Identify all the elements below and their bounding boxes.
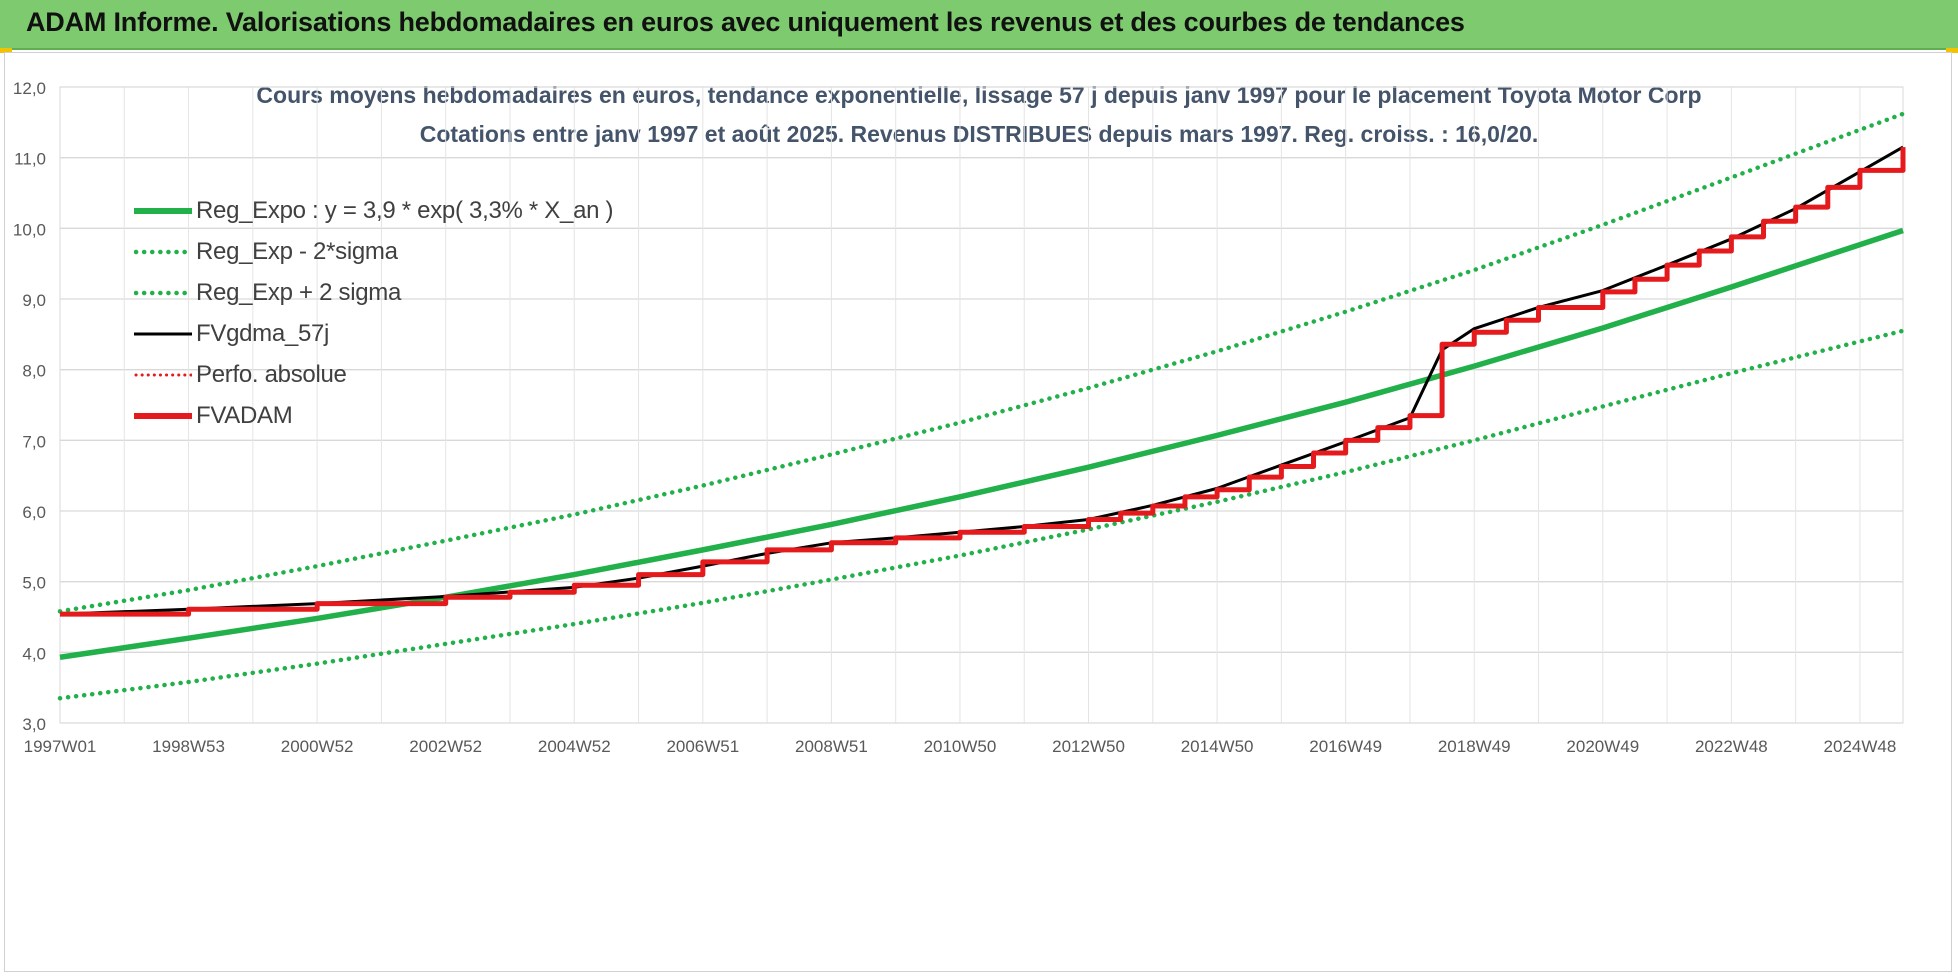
x-tick-label: 2014W50 (1181, 737, 1254, 756)
legend-label: Reg_Exp - 2*sigma (196, 237, 398, 265)
y-tick-label: 12,0 (13, 79, 46, 98)
x-tick-label: 2002W52 (409, 737, 482, 756)
x-tick-label: 2020W49 (1566, 737, 1639, 756)
y-tick-label: 9,0 (22, 291, 46, 310)
series-lines (57, 111, 1906, 701)
x-tick-label: 2008W51 (795, 737, 868, 756)
y-tick-label: 11,0 (14, 150, 46, 169)
legend-item-reg-exp-plus: Reg_Exp + 2 sigma (134, 272, 654, 313)
legend-swatch-solid-green (134, 207, 192, 214)
x-tick-label: 2018W49 (1438, 737, 1511, 756)
y-tick-label: 3,0 (22, 715, 46, 734)
corner-marker-right (1946, 48, 1958, 53)
legend-item-reg-expo: Reg_Expo : y = 3,9 * exp( 3,3% * X_an ) (134, 190, 654, 231)
legend-swatch-dotted-green (134, 290, 192, 295)
legend-item-perfo: Perfo. absolue (134, 354, 654, 395)
x-tick-label: 2000W52 (281, 737, 354, 756)
x-tick-label: 2022W48 (1695, 737, 1768, 756)
legend-swatch-solid-red (134, 412, 192, 419)
x-tick-label: 2012W50 (1052, 737, 1125, 756)
y-tick-label: 7,0 (22, 432, 46, 451)
report-banner: ADAM Informe. Valorisations hebdomadaire… (0, 0, 1958, 50)
chart-subtitle: Cotations entre janv 1997 et août 2025. … (420, 121, 1539, 147)
x-tick-label: 1998W53 (152, 737, 225, 756)
x-tick-label: 2016W49 (1309, 737, 1382, 756)
legend-swatch-dotted-green (134, 249, 192, 254)
x-tick-label: 2006W51 (666, 737, 739, 756)
chart-title: Cours moyens hebdomadaires en euros, ten… (256, 82, 1701, 108)
legend-item-reg-exp-minus: Reg_Exp - 2*sigma (134, 231, 654, 272)
y-axis-ticks: 3,0 4,0 5,0 6,0 7,0 8,0 9,0 10,0 11,0 12,0 (13, 79, 46, 734)
x-tick-label: 2004W52 (538, 737, 611, 756)
chart-legend: Reg_Expo : y = 3,9 * exp( 3,3% * X_an ) … (134, 190, 654, 436)
legend-label: Perfo. absolue (196, 360, 347, 388)
y-tick-label: 5,0 (22, 574, 46, 593)
legend-swatch-dotted-red (134, 373, 192, 376)
legend-label: Reg_Exp + 2 sigma (196, 278, 402, 306)
chart-frame (4, 52, 1952, 972)
x-tick-label: 1997W01 (24, 737, 97, 756)
legend-label: FVADAM (196, 401, 293, 429)
y-tick-label: 6,0 (22, 503, 46, 522)
series-line-fvadam (60, 147, 1906, 617)
series-line-reg-exp-2-sigma (57, 111, 1906, 614)
plot-area (59, 86, 1904, 724)
series-line-reg-expo-y-3-9-exp-3-3-x-an (59, 227, 1904, 661)
legend-label: FVgdma_57j (196, 319, 330, 347)
legend-item-fvgdma: FVgdma_57j (134, 313, 654, 354)
report-title: ADAM Informe. Valorisations hebdomadaire… (26, 7, 1465, 37)
x-tick-label: 2010W50 (924, 737, 997, 756)
legend-item-fvadam: FVADAM (134, 395, 654, 436)
x-axis-ticks: 1997W01 1998W53 2000W52 2002W52 2004W52 2006W… (24, 737, 1897, 756)
legend-swatch-solid-black (134, 332, 192, 335)
legend-label: Reg_Expo : y = 3,9 * exp( 3,3% * X_an ) (196, 196, 614, 224)
y-tick-label: 4,0 (22, 644, 46, 663)
y-tick-label: 8,0 (22, 362, 46, 381)
corner-marker-left (0, 48, 12, 53)
x-tick-label: 2024W48 (1824, 737, 1897, 756)
y-tick-label: 10,0 (13, 220, 46, 239)
